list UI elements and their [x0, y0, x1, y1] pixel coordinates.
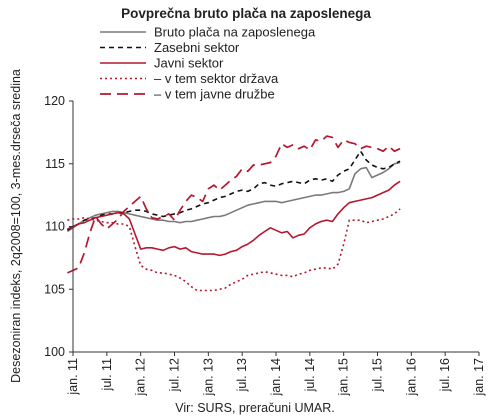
legend-label: Bruto plača na zaposlenega: [154, 25, 316, 40]
series-line-v-tem-sektor-dr-ava: [67, 208, 401, 292]
y-tick-label: 110: [45, 220, 65, 234]
x-tick-label: jan. 12: [134, 358, 148, 397]
y-ticks: 100 105 110 115 120: [44, 94, 73, 359]
x-tick-label: jan. 15: [337, 358, 351, 397]
legend-label: Javni sektor: [154, 56, 224, 71]
x-tick-label: jul. 12: [168, 358, 182, 392]
y-tick-label: 105: [44, 282, 65, 296]
x-tick-label: jan. 14: [269, 358, 283, 397]
x-tick-label: jul. 15: [371, 358, 385, 392]
y-tick-label: 120: [44, 94, 65, 108]
x-tick-label: jan. 11: [66, 358, 80, 396]
legend-label: – v tem sektor država: [154, 71, 279, 86]
series-line-zasebni-sektor: [66, 150, 401, 231]
legend-label: – v tem javne družbe: [154, 87, 275, 102]
x-tick-label: jul. 13: [235, 358, 249, 392]
x-tick-label: jul. 16: [438, 358, 452, 392]
x-ticks: jan. 11 jul. 11 jan. 12 jul. 12 jan. 13 jul. …: [66, 352, 486, 397]
x-tick-label: jul. 14: [303, 358, 317, 392]
x-tick-label: jan. 17: [472, 358, 486, 397]
x-tick-label: jul. 11: [100, 358, 114, 391]
series-line-v-tem-javne-dru-be: [67, 135, 401, 274]
x-tick-label: jan. 16: [404, 358, 418, 397]
y-tick-label: 100: [44, 345, 65, 359]
y-tick-label: 115: [45, 157, 65, 171]
x-tick-label: jan. 13: [201, 358, 215, 397]
y-axis-label: Desezoniran indeks, 2q2008=100, 3-mes.dr…: [9, 69, 23, 383]
plot-area: [66, 135, 401, 292]
chart-title: Povprečna bruto plača na zaposlenega: [121, 6, 371, 21]
legend-label: Zasebni sektor: [154, 40, 240, 55]
series-line-bruto-pla-a-na-zaposlenega: [66, 161, 401, 233]
source-note: Vir: SURS, preračuni UMAR.: [175, 401, 335, 415]
